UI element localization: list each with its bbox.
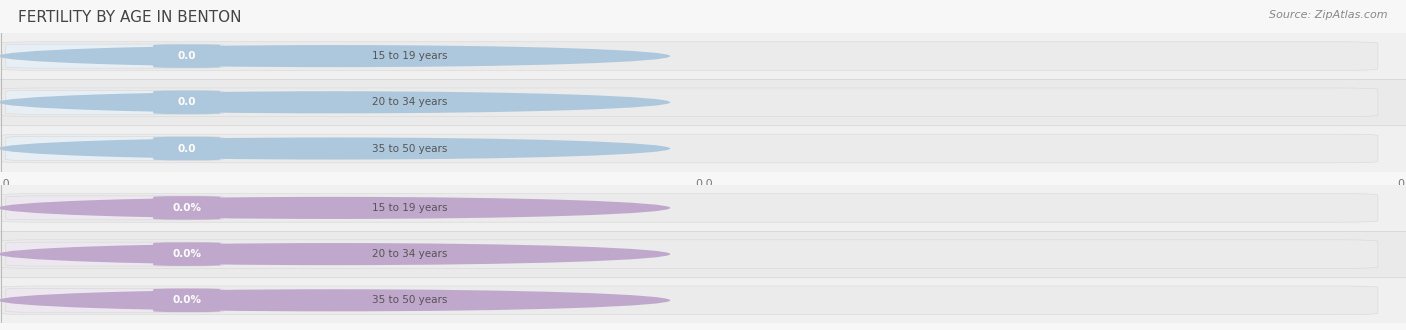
Text: FERTILITY BY AGE IN BENTON: FERTILITY BY AGE IN BENTON [18, 10, 242, 25]
Circle shape [0, 289, 671, 311]
FancyBboxPatch shape [6, 44, 224, 68]
FancyBboxPatch shape [1, 42, 1378, 70]
Bar [0, 231, 1406, 277]
Text: 0.0: 0.0 [177, 144, 195, 153]
Bar [0, 33, 1406, 79]
Bar [0, 185, 1406, 231]
Text: 0.0%: 0.0% [173, 203, 201, 213]
FancyBboxPatch shape [6, 90, 224, 114]
Text: 35 to 50 years: 35 to 50 years [371, 144, 447, 153]
FancyBboxPatch shape [6, 242, 224, 266]
FancyBboxPatch shape [1, 240, 1378, 268]
Bar [0, 125, 1406, 172]
Circle shape [0, 138, 671, 159]
FancyBboxPatch shape [1, 194, 1378, 222]
FancyBboxPatch shape [153, 137, 221, 160]
FancyBboxPatch shape [6, 288, 224, 312]
Circle shape [0, 197, 671, 219]
FancyBboxPatch shape [6, 196, 224, 220]
Text: 15 to 19 years: 15 to 19 years [371, 203, 447, 213]
FancyBboxPatch shape [1, 286, 1378, 314]
FancyBboxPatch shape [6, 137, 224, 160]
Circle shape [0, 91, 671, 113]
FancyBboxPatch shape [153, 44, 221, 68]
FancyBboxPatch shape [153, 196, 221, 220]
FancyBboxPatch shape [1, 134, 1378, 163]
Text: 20 to 34 years: 20 to 34 years [371, 249, 447, 259]
Circle shape [0, 45, 671, 67]
Text: 0.0%: 0.0% [173, 249, 201, 259]
Text: 15 to 19 years: 15 to 19 years [371, 51, 447, 61]
FancyBboxPatch shape [153, 90, 221, 114]
Circle shape [0, 243, 671, 265]
Text: 0.0: 0.0 [177, 51, 195, 61]
Bar [0, 277, 1406, 323]
FancyBboxPatch shape [1, 88, 1378, 116]
Bar [0, 79, 1406, 125]
FancyBboxPatch shape [153, 242, 221, 266]
Text: 20 to 34 years: 20 to 34 years [371, 97, 447, 107]
Text: 0.0%: 0.0% [173, 295, 201, 305]
Text: 35 to 50 years: 35 to 50 years [371, 295, 447, 305]
Text: 0.0: 0.0 [177, 97, 195, 107]
FancyBboxPatch shape [153, 288, 221, 312]
Text: Source: ZipAtlas.com: Source: ZipAtlas.com [1270, 10, 1388, 20]
